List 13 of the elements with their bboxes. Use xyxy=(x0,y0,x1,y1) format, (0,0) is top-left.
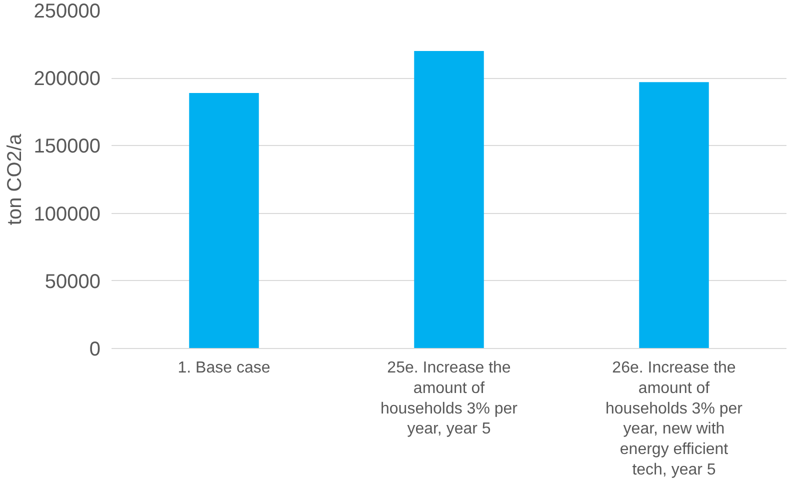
bar xyxy=(639,82,709,348)
x-tick-label: 25e. Increase the amount of households 3% per year, year 5 xyxy=(380,360,518,438)
y-tick-label: 150000 xyxy=(34,136,101,158)
y-tick-label: 250000 xyxy=(34,0,101,22)
bar xyxy=(189,92,259,348)
bar xyxy=(414,51,484,348)
x-tick-label: 26e. Increase the amount of households 3% per year, new with energy efficient tech, year 5 xyxy=(606,360,744,478)
y-tick-label: 0 xyxy=(89,338,100,360)
y-tick-label: 50000 xyxy=(44,270,101,293)
x-tick-label: 1. Base case xyxy=(178,360,270,376)
y-axis-title: ton CO2/a xyxy=(4,133,26,226)
y-tick-label: 200000 xyxy=(34,68,101,90)
y-tick-label: 100000 xyxy=(34,203,101,226)
